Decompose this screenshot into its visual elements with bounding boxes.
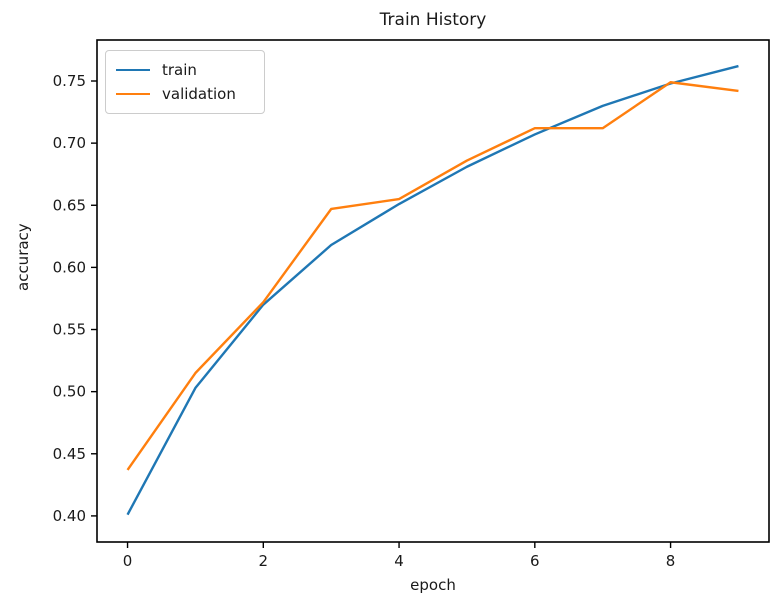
y-tick-label: 0.70 bbox=[53, 134, 86, 152]
legend-item-validation: validation bbox=[116, 82, 254, 106]
plot-border bbox=[96, 39, 770, 543]
legend-label-validation: validation bbox=[162, 85, 236, 103]
train-line bbox=[126, 64, 739, 516]
y-tick-label: 0.50 bbox=[53, 383, 86, 401]
train-line-swatch bbox=[116, 69, 150, 71]
x-tick-label: 6 bbox=[530, 552, 540, 570]
legend: train validation bbox=[105, 50, 265, 114]
y-tick-label: 0.40 bbox=[53, 507, 86, 525]
y-tick-label: 0.75 bbox=[53, 72, 86, 90]
chart-title: Train History bbox=[379, 10, 487, 30]
y-tick-label: 0.55 bbox=[53, 321, 86, 339]
y-tick-label: 0.45 bbox=[53, 445, 86, 463]
x-axis-label: epoch bbox=[410, 576, 456, 594]
legend-item-train: train bbox=[116, 58, 254, 82]
x-tick-label: 4 bbox=[394, 552, 404, 570]
x-tick-label: 0 bbox=[123, 552, 133, 570]
x-tick-label: 2 bbox=[259, 552, 269, 570]
validation-line-swatch bbox=[116, 93, 150, 95]
validation-line bbox=[126, 81, 739, 471]
y-tick-label: 0.65 bbox=[53, 196, 86, 214]
y-tick-label: 0.60 bbox=[53, 258, 86, 276]
x-tick-label: 8 bbox=[666, 552, 676, 570]
legend-label-train: train bbox=[162, 61, 197, 79]
